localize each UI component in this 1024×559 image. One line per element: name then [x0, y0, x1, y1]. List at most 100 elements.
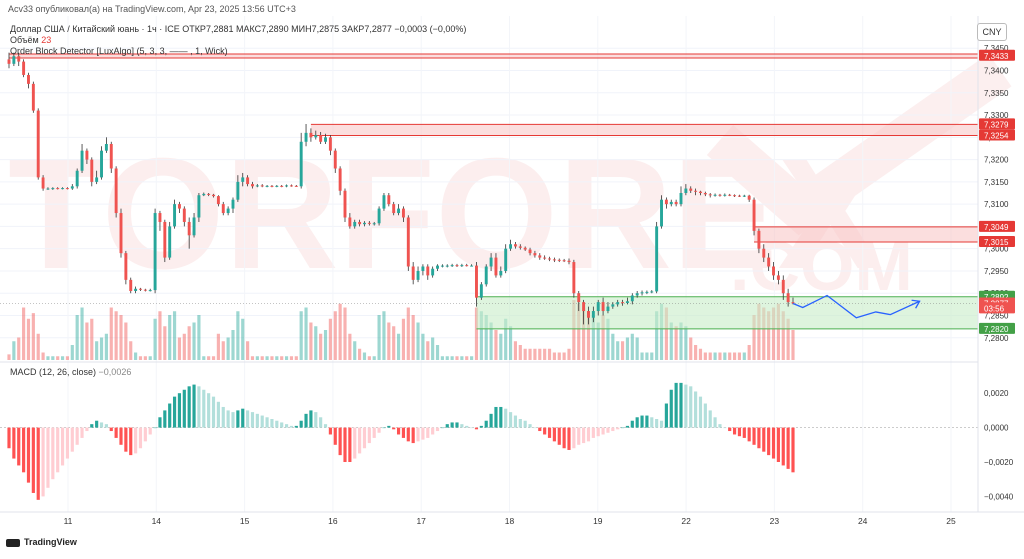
- time-tick-label: 16: [328, 516, 338, 526]
- price-label-text: 7,3015: [984, 238, 1009, 247]
- macd-bar: [776, 427, 780, 462]
- macd-bar: [504, 408, 508, 428]
- macd-bar: [192, 384, 196, 428]
- volume-bar: [143, 356, 147, 360]
- time-tick-label: 18: [505, 516, 515, 526]
- volume-bar: [703, 352, 707, 360]
- candle-down: [114, 168, 118, 214]
- volume-bar: [411, 315, 415, 360]
- volume-legend[interactable]: Объём 23: [10, 35, 51, 45]
- macd-bar: [494, 406, 498, 428]
- volume-bar: [577, 303, 581, 360]
- volume-bar: [562, 352, 566, 360]
- macd-bar: [728, 427, 732, 432]
- candle-down: [31, 83, 35, 111]
- candle-down: [791, 302, 795, 304]
- indicator-legend[interactable]: Order Block Detector [LuxAlgo] (5, 3, 3,…: [10, 46, 228, 56]
- macd-bar: [309, 410, 313, 428]
- price-label-text: 7,3433: [984, 52, 1009, 61]
- macd-histogram: [0, 382, 978, 500]
- volume-bar: [148, 356, 152, 360]
- published-line: Acv33 опубликовал(а) на TradingView.com,…: [8, 4, 296, 14]
- candle-up: [684, 188, 688, 193]
- macd-bar: [153, 427, 157, 429]
- macd-bar: [358, 427, 362, 454]
- macd-bar: [17, 427, 21, 466]
- candle-up: [153, 213, 157, 291]
- macd-bar: [786, 427, 790, 469]
- volume-bar: [129, 341, 133, 360]
- macd-bar: [294, 425, 298, 428]
- macd-bar: [655, 419, 659, 428]
- candle-up: [460, 265, 464, 267]
- macd-bar: [470, 427, 474, 429]
- macd-bar: [12, 427, 16, 459]
- volume-bar: [323, 330, 328, 360]
- macd-bar: [314, 412, 318, 428]
- candle-down: [543, 257, 547, 259]
- candle-down: [27, 74, 30, 84]
- candle-down: [216, 196, 220, 205]
- macd-legend[interactable]: MACD (12, 26, close) −0,0026: [10, 367, 131, 377]
- volume-bar: [392, 326, 396, 360]
- price-label-text: 7,3254: [984, 132, 1009, 141]
- macd-bar: [445, 424, 449, 428]
- currency-button[interactable]: CNY: [977, 23, 1007, 41]
- macd-bar: [577, 427, 581, 445]
- candle-up: [591, 311, 595, 318]
- volume-bar: [158, 311, 162, 360]
- macd-bar: [762, 427, 766, 452]
- macd-bar: [284, 424, 289, 428]
- tradingview-logo[interactable]: TradingView: [6, 537, 77, 547]
- volume-bar: [12, 341, 16, 360]
- candle-down: [328, 137, 332, 151]
- macd-value: −0,0026: [98, 367, 132, 377]
- volume-bar: [343, 307, 347, 360]
- volume-bar: [479, 311, 483, 360]
- macd-bar: [216, 401, 220, 428]
- volume-bar: [591, 315, 595, 360]
- volume-bar: [474, 307, 479, 360]
- volume-bar: [119, 315, 123, 360]
- candle-up: [509, 244, 513, 249]
- macd-bar: [211, 396, 216, 428]
- macd-bar: [241, 408, 245, 428]
- volume-bar: [470, 356, 474, 360]
- price-tick-label: 7,3200: [984, 156, 1009, 165]
- volume-bar: [294, 356, 298, 360]
- candle-down: [523, 247, 527, 250]
- macd-bar: [246, 410, 250, 428]
- candle-down: [401, 208, 405, 218]
- candle-down: [333, 150, 337, 169]
- macd-bar: [143, 427, 147, 442]
- time-tick-label: 22: [681, 516, 691, 526]
- volume-bar: [640, 352, 644, 360]
- macd-label: MACD (12, 26, close): [10, 367, 97, 377]
- candle-down: [182, 208, 186, 222]
- macd-bar: [411, 427, 415, 444]
- candle-up: [236, 181, 240, 200]
- tradingview-icon: [6, 538, 20, 547]
- macd-bar: [601, 427, 605, 435]
- macd-bar: [304, 413, 308, 428]
- volume-bar: [659, 303, 664, 360]
- candle-up: [640, 292, 644, 294]
- candle-down: [109, 144, 113, 169]
- candle-up: [596, 302, 600, 312]
- candle-up: [470, 265, 474, 267]
- volume-bar: [791, 330, 795, 360]
- macd-bar: [767, 427, 771, 456]
- macd-bar: [674, 382, 678, 428]
- volume-bar: [246, 341, 250, 360]
- candle-down: [367, 222, 371, 224]
- candle-up: [713, 194, 717, 196]
- volume-bar: [713, 352, 717, 360]
- macd-bar: [109, 427, 113, 432]
- time-tick-label: 25: [946, 516, 956, 526]
- macd-bar: [630, 420, 634, 428]
- macd-bar: [182, 389, 186, 428]
- macd-bar: [591, 427, 595, 438]
- volume-bar: [36, 333, 40, 360]
- volume-bar: [664, 307, 668, 360]
- symbol-legend[interactable]: Доллар США / Китайский юань · 1ч · ICE О…: [10, 24, 466, 34]
